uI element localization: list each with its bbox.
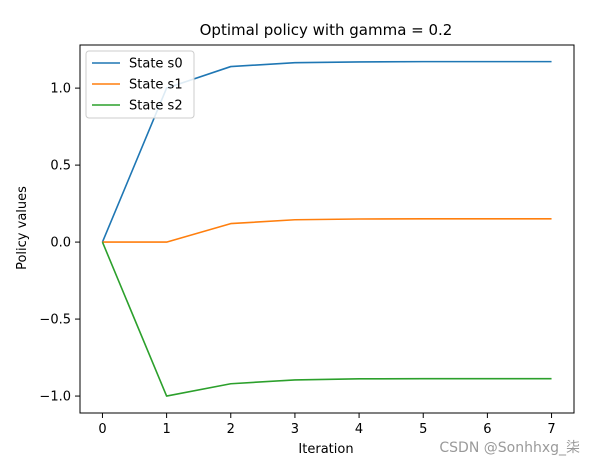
y-tick-label: 0.5 (50, 159, 71, 174)
x-tick-label: 3 (291, 422, 299, 437)
y-tick-label: 0.0 (50, 236, 71, 251)
plot-area: 0 1 2 3 4 5 6 7 1.0 0.5 0.0 −0.5 −1.0 State s0 State s… (39, 44, 575, 437)
y-tick-label: 1.0 (50, 82, 71, 97)
series-line-s2 (101, 241, 552, 397)
y-tick-label: −1.0 (39, 390, 71, 405)
series-line-s1 (102, 218, 552, 243)
watermark-text: CSDN @Sonhhxg_柒 (439, 440, 580, 456)
legend-label: State s2 (129, 99, 183, 114)
x-tick-label: 4 (355, 422, 363, 437)
legend-box (85, 50, 195, 119)
x-tick-label: 5 (419, 422, 427, 437)
legend-label: State s1 (129, 78, 183, 93)
x-tick-label: 1 (162, 422, 170, 437)
chart-title: Optimal policy with gamma = 0.2 (200, 21, 453, 39)
x-tick-label: 7 (547, 422, 555, 437)
plot-frame (79, 44, 575, 414)
legend-label: State s0 (129, 57, 183, 72)
x-tick-label: 0 (98, 422, 106, 437)
x-axis-label: Iteration (298, 442, 353, 457)
y-tick-label: −0.5 (39, 313, 71, 328)
y-axis-label: Policy values (15, 186, 30, 270)
x-tick-label: 2 (227, 422, 235, 437)
x-tick-label: 6 (483, 422, 491, 437)
